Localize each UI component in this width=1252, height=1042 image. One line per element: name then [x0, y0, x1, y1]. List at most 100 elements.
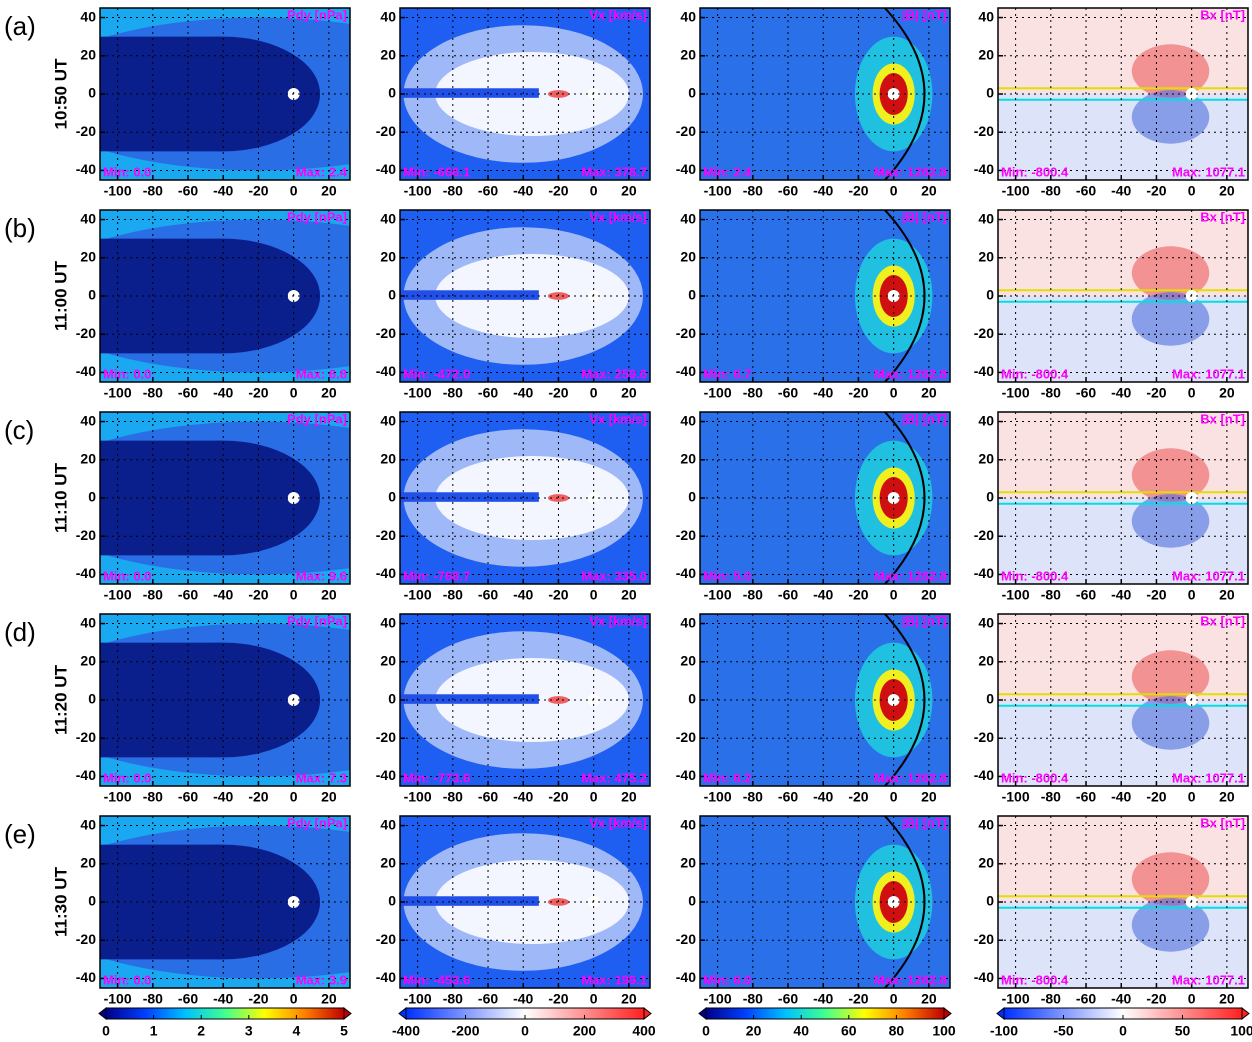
x-tick-label: -100 [1002, 587, 1030, 603]
y-tick-label: -20 [974, 123, 994, 139]
colorbar [706, 1008, 944, 1019]
y-tick-label: -20 [376, 931, 396, 947]
y-tick-label: -20 [974, 931, 994, 947]
max-label: Max: 9.6 [296, 568, 347, 583]
y-tick-label: -40 [376, 161, 396, 177]
x-tick-label: 0 [590, 385, 598, 401]
max-label: Max: 1077.1 [1172, 164, 1245, 179]
x-tick-label: 20 [1219, 385, 1235, 401]
x-tick-label: -60 [178, 789, 198, 805]
colorbar-tick-label: 0 [702, 1023, 710, 1039]
y-tick-label: -40 [76, 161, 96, 177]
y-tick-label: 20 [680, 450, 696, 466]
colorbar-tick-label: -400 [392, 1023, 420, 1039]
y-tick-label: 40 [978, 210, 994, 226]
x-tick-label: -100 [1002, 385, 1030, 401]
x-tick-label: 0 [290, 587, 298, 603]
field [1132, 448, 1209, 502]
x-tick-label: -100 [404, 991, 432, 1007]
y-tick-label: -40 [676, 565, 696, 581]
y-tick-label: 20 [380, 450, 396, 466]
max-label: Max: 259.6 [581, 366, 647, 381]
x-tick-label: -20 [1146, 587, 1166, 603]
panel-title: Bx [nT] [1200, 411, 1245, 426]
panel-label: (a) [4, 11, 36, 41]
x-tick-label: -20 [248, 991, 268, 1007]
x-tick-label: -60 [1076, 385, 1096, 401]
x-tick-label: -100 [104, 385, 132, 401]
colorbar-tick-label: -200 [451, 1023, 479, 1039]
colorbar-tick-label: 400 [632, 1023, 656, 1039]
y-tick-label: 20 [680, 46, 696, 62]
x-tick-label: -60 [778, 991, 798, 1007]
row-time: 11:30 UT [51, 866, 70, 937]
x-tick-label: -100 [704, 183, 732, 199]
y-tick-label: 40 [680, 816, 696, 832]
x-tick-label: -100 [704, 991, 732, 1007]
min-label: Min: -666.1 [403, 164, 470, 179]
y-tick-label: -20 [76, 729, 96, 745]
x-tick-label: -20 [848, 789, 868, 805]
panel [698, 612, 952, 788]
y-tick-label: -40 [676, 969, 696, 985]
min-label: Min: -800.4 [1001, 972, 1069, 987]
y-tick-label: 40 [680, 412, 696, 428]
colorbar-tick-label: 20 [746, 1023, 762, 1039]
field [398, 896, 539, 906]
min-label: Min: 2.4 [703, 164, 752, 179]
y-tick-label: -20 [676, 729, 696, 745]
x-tick-label: -40 [213, 587, 233, 603]
y-tick-label: 0 [388, 85, 396, 101]
x-tick-label: -100 [104, 587, 132, 603]
max-label: Max: 475.2 [581, 770, 647, 785]
panel [996, 410, 1250, 586]
colorbar-arrow [944, 1008, 951, 1019]
y-tick-label: 0 [88, 691, 96, 707]
min-label: Min: -800.4 [1001, 366, 1069, 381]
min-label: Min: -800.4 [1001, 770, 1069, 785]
x-tick-label: -60 [478, 991, 498, 1007]
x-tick-label: -20 [1146, 991, 1166, 1007]
y-tick-label: -40 [76, 363, 96, 379]
x-tick-label: -40 [813, 183, 833, 199]
y-tick-label: 0 [388, 691, 396, 707]
x-tick-label: -60 [478, 385, 498, 401]
x-tick-label: -100 [404, 385, 432, 401]
x-tick-label: -40 [213, 183, 233, 199]
y-tick-label: 0 [688, 893, 696, 909]
x-tick-label: -40 [813, 587, 833, 603]
min-label: Min: -800.4 [1001, 568, 1069, 583]
panel [398, 208, 652, 384]
min-label: Min: 5.0 [703, 568, 751, 583]
colorbar-tick-label: 1 [150, 1023, 158, 1039]
x-tick-label: -80 [743, 991, 763, 1007]
y-tick-label: 0 [88, 85, 96, 101]
x-tick-label: 0 [890, 587, 898, 603]
colorbar-tick-label: 100 [932, 1023, 956, 1039]
x-tick-label: -40 [213, 789, 233, 805]
x-tick-label: -60 [1076, 183, 1096, 199]
max-label: Max: 7.3 [296, 770, 347, 785]
y-tick-label: 40 [80, 8, 96, 24]
colorbar-tick-label: 40 [793, 1023, 809, 1039]
panel-title: Pdy [nPa] [287, 411, 347, 426]
y-tick-label: -40 [676, 767, 696, 783]
panel-title: Bx [nT] [1200, 815, 1245, 830]
x-tick-label: 20 [921, 587, 937, 603]
y-tick-label: 20 [680, 854, 696, 870]
x-tick-label: -100 [404, 587, 432, 603]
x-tick-label: -80 [743, 789, 763, 805]
min-label: Min: 0.0 [103, 366, 151, 381]
x-tick-label: 20 [621, 789, 637, 805]
colorbar-tick-label: 80 [889, 1023, 905, 1039]
colorbar-tick-label: 60 [841, 1023, 857, 1039]
x-tick-label: -60 [178, 183, 198, 199]
y-tick-label: -20 [76, 931, 96, 947]
y-tick-label: -40 [676, 363, 696, 379]
min-label: Min: -768.7 [403, 568, 470, 583]
x-tick-label: -60 [478, 789, 498, 805]
x-tick-label: -20 [848, 991, 868, 1007]
y-tick-label: -20 [676, 931, 696, 947]
min-label: Min: -453.6 [403, 972, 470, 987]
x-tick-label: -80 [443, 385, 463, 401]
